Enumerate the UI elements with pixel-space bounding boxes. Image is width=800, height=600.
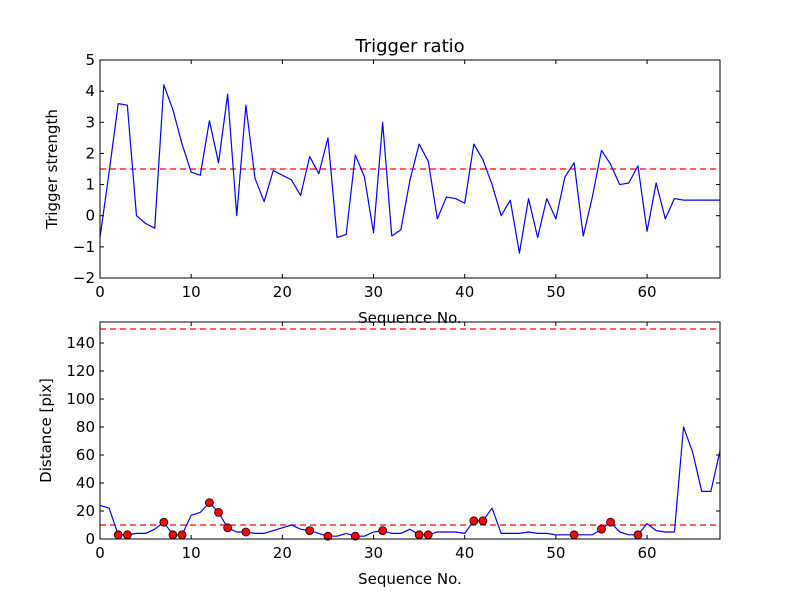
data-point-marker — [633, 530, 643, 540]
data-point-marker — [423, 530, 433, 540]
x-tick-label: 20 — [273, 544, 292, 562]
x-tick-label: 30 — [364, 283, 383, 301]
y-tick-label: 4 — [85, 82, 95, 100]
x-axis-label: Sequence No. — [358, 570, 462, 588]
data-point-marker — [113, 530, 123, 540]
y-tick-label: 3 — [85, 113, 95, 131]
y-tick-label: −2 — [73, 269, 95, 287]
x-tick-label: 20 — [273, 283, 292, 301]
x-tick-label: 40 — [455, 283, 474, 301]
y-tick-label: 40 — [76, 474, 95, 492]
chart-title: Trigger ratio — [354, 36, 464, 57]
y-tick-label: 5 — [85, 51, 95, 69]
data-point-marker — [177, 530, 187, 540]
series-line — [100, 426, 720, 537]
x-tick-label: 60 — [638, 544, 657, 562]
data-point-marker — [350, 531, 360, 541]
y-tick-label: 100 — [66, 390, 95, 408]
x-tick-label: 0 — [95, 283, 105, 301]
x-tick-label: 50 — [546, 283, 565, 301]
y-tick-label: 60 — [76, 446, 95, 464]
data-point-marker — [305, 526, 315, 535]
data-point-marker — [378, 526, 388, 535]
distance-panel: 0 10 20 30 40 50 60 0 20 40 60 80 100 120 140 Sequence … — [37, 321, 721, 588]
data-point-marker — [214, 508, 223, 517]
data-point-marker — [241, 527, 251, 537]
axes-frame — [99, 321, 721, 540]
data-point-marker — [469, 516, 479, 526]
x-tick-label: 10 — [182, 544, 201, 562]
x-tick-label: 30 — [364, 544, 383, 562]
y-tick-label: 2 — [85, 144, 95, 162]
data-point-marker — [414, 530, 424, 540]
y-tick-label: 0 — [85, 530, 95, 548]
y-axis-label: Distance [pix] — [37, 378, 55, 483]
y-axis-label: Trigger strength — [43, 109, 61, 230]
y-tick-label: 80 — [76, 418, 95, 436]
data-point-marker — [122, 530, 132, 540]
y-tick-label: 20 — [76, 502, 95, 520]
y-tick-label: 140 — [66, 334, 95, 352]
data-point-marker — [597, 524, 606, 534]
x-tick-label: 60 — [638, 283, 657, 301]
data-point-marker — [478, 516, 488, 526]
data-point-marker — [606, 517, 615, 527]
series-line — [100, 84, 720, 254]
y-tick-label: 0 — [85, 207, 95, 225]
y-tick-label: 120 — [66, 362, 95, 380]
y-tick-label: −1 — [73, 238, 95, 256]
data-point-marker — [323, 531, 333, 541]
data-point-marker — [168, 530, 178, 540]
x-tick-label: 10 — [182, 283, 201, 301]
x-tick-label: 40 — [455, 544, 474, 562]
y-tick-label: 1 — [85, 176, 95, 194]
data-point-marker — [223, 523, 233, 533]
data-point-marker — [205, 498, 214, 508]
data-point-marker — [159, 517, 169, 527]
data-point-marker — [569, 530, 579, 540]
x-tick-label: 0 — [95, 544, 105, 562]
x-tick-label: 50 — [546, 544, 565, 562]
axes-frame — [99, 59, 721, 279]
